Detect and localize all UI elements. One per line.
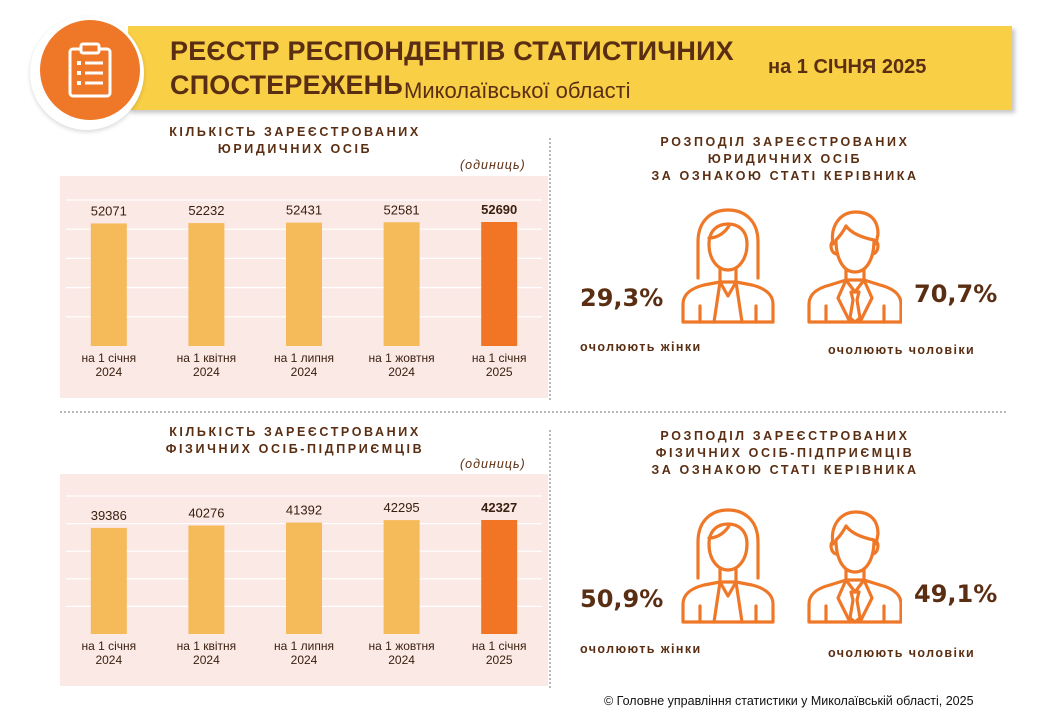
x-tick-label: на 1 квітня (177, 639, 237, 653)
x-tick-label: на 1 липня (274, 351, 334, 365)
bar (481, 520, 518, 634)
bar (481, 222, 518, 346)
data-label: 52071 (91, 203, 127, 218)
individual-chart-heading: КІЛЬКІСТЬ ЗАРЕЄСТРОВАНИХ ФІЗИЧНИХ ОСІБ-П… (150, 424, 440, 458)
x-tick-label: 2024 (388, 653, 415, 667)
individual-men-percent: 49,1% (914, 580, 998, 608)
header-banner: РЕЄСТР РЕСПОНДЕНТІВ СТАТИСТИЧНИХ СПОСТЕР… (128, 26, 1012, 110)
x-tick-label: 2024 (95, 653, 122, 667)
individual-gender-heading-line1: РОЗПОДІЛ ЗАРЕЄСТРОВАНИХ (660, 429, 910, 443)
individual-gender-heading: РОЗПОДІЛ ЗАРЕЄСТРОВАНИХ ФІЗИЧНИХ ОСІБ-ПІ… (620, 428, 950, 479)
bar (90, 527, 127, 634)
legal-chart-heading: КІЛЬКІСТЬ ЗАРЕЄСТРОВАНИХ ЮРИДИЧНИХ ОСІБ (160, 124, 430, 158)
legal-chart-units: (одиниць) (460, 158, 526, 172)
logo (40, 20, 140, 120)
woman-icon (681, 508, 775, 624)
x-tick-label: 2024 (291, 653, 318, 667)
individual-men-caption: очолюють чоловіки (828, 646, 976, 660)
vertical-divider-top (549, 138, 551, 400)
x-tick-label: 2024 (193, 653, 220, 667)
legal-chart-heading-line2: ЮРИДИЧНИХ ОСІБ (217, 142, 373, 156)
x-tick-label: на 1 січня (472, 351, 527, 365)
legal-chart-heading-line1: КІЛЬКІСТЬ ЗАРЕЄСТРОВАНИХ (169, 125, 421, 139)
x-tick-label: на 1 квітня (177, 351, 237, 365)
x-tick-label: на 1 липня (274, 639, 334, 653)
x-tick-label: 2024 (291, 365, 318, 379)
clipboard-icon (68, 42, 112, 98)
individual-chart-units: (одиниць) (460, 457, 526, 471)
legal-gender-heading-line1: РОЗПОДІЛ ЗАРЕЄСТРОВАНИХ (660, 135, 910, 149)
legal-chart-panel: 52071 на 1 січня 2024 52232 на 1 квітня 2024 5… (60, 176, 548, 398)
data-label: 52431 (286, 203, 322, 218)
bar (286, 222, 322, 346)
bar (286, 522, 322, 634)
data-label: 42327 (481, 500, 517, 515)
data-label: 52581 (384, 202, 420, 217)
individual-women-caption: очолюють жінки (580, 642, 702, 656)
data-label: 52690 (481, 202, 517, 217)
individual-chart-heading-line2: ФІЗИЧНИХ ОСІБ-ПІДПРИЄМЦІВ (165, 442, 425, 456)
x-tick-label: на 1 жовтня (369, 639, 435, 653)
data-label: 39386 (91, 508, 127, 523)
legal-gender-heading: РОЗПОДІЛ ЗАРЕЄСТРОВАНИХ ЮРИДИЧНИХ ОСІБ З… (620, 134, 950, 185)
horizontal-divider (60, 411, 1006, 413)
x-tick-label: 2024 (193, 365, 220, 379)
x-tick-label: на 1 жовтня (369, 351, 435, 365)
bar (188, 525, 225, 634)
x-tick-label: на 1 січня (472, 639, 527, 653)
bar (188, 223, 225, 346)
page-title-line1: РЕЄСТР РЕСПОНДЕНТІВ СТАТИСТИЧНИХ (170, 36, 734, 66)
x-tick-label: на 1 січня (81, 639, 136, 653)
page-title-line2: СПОСТЕРЕЖЕНЬ (170, 70, 403, 100)
legal-women-caption: очолюють жінки (580, 340, 702, 354)
x-tick-label: 2024 (95, 365, 122, 379)
region-subtitle: Миколаївської області (404, 78, 631, 103)
woman-icon (681, 208, 775, 324)
individual-gender-heading-line3: ЗА ОЗНАКОЮ СТАТІ КЕРІВНИКА (651, 463, 919, 477)
individual-chart-panel: 39386 на 1 січня 2024 40276 на 1 квітня 2024 4… (60, 474, 548, 686)
individual-women-percent: 50,9% (580, 585, 664, 613)
vertical-divider-bottom (549, 430, 551, 688)
data-label: 42295 (384, 500, 420, 515)
bar (90, 223, 127, 346)
legal-men-caption: очолюють чоловіки (828, 343, 976, 357)
legal-gender-heading-line3: ЗА ОЗНАКОЮ СТАТІ КЕРІВНИКА (651, 169, 919, 183)
x-tick-label: 2025 (486, 365, 513, 379)
x-tick-label: 2025 (486, 653, 513, 667)
legal-women-percent: 29,3% (580, 284, 664, 312)
data-label: 40276 (188, 506, 224, 521)
individual-gender-heading-line2: ФІЗИЧНИХ ОСІБ-ПІДПРИЄМЦІВ (655, 446, 915, 460)
bar (383, 520, 420, 634)
x-tick-label: 2024 (388, 365, 415, 379)
individual-chart-heading-line1: КІЛЬКІСТЬ ЗАРЕЄСТРОВАНИХ (169, 425, 421, 439)
legal-men-percent: 70,7% (914, 280, 998, 308)
report-date: на 1 СІЧНЯ 2025 (768, 56, 927, 78)
legal-gender-heading-line2: ЮРИДИЧНИХ ОСІБ (707, 152, 863, 166)
man-icon (807, 210, 902, 324)
bar (383, 222, 420, 346)
man-icon (807, 510, 902, 624)
data-label: 41392 (286, 503, 322, 518)
x-tick-label: на 1 січня (81, 351, 136, 365)
copyright-footer: © Головне управління статистики у Микола… (604, 694, 974, 708)
data-label: 52232 (188, 203, 224, 218)
